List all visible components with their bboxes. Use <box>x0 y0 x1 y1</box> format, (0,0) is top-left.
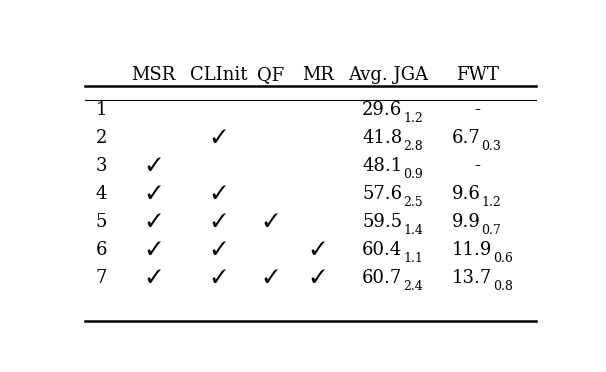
Text: 13.7: 13.7 <box>451 269 491 287</box>
Text: ✓: ✓ <box>146 186 161 203</box>
Text: 2.8: 2.8 <box>404 140 423 153</box>
Text: 3: 3 <box>96 157 107 175</box>
Text: 9.9: 9.9 <box>451 213 481 231</box>
Text: 2.5: 2.5 <box>404 196 423 209</box>
Text: Avg. JGA: Avg. JGA <box>348 66 428 84</box>
Text: 1.2: 1.2 <box>481 196 501 209</box>
Text: ✓: ✓ <box>146 242 161 259</box>
Text: MSR: MSR <box>131 66 175 84</box>
Text: 0.7: 0.7 <box>481 224 501 237</box>
Text: 1: 1 <box>96 101 107 119</box>
Text: 2.4: 2.4 <box>404 280 423 294</box>
Text: ✓: ✓ <box>146 214 161 231</box>
Text: ✓: ✓ <box>146 270 161 287</box>
Text: ✓: ✓ <box>263 214 278 231</box>
Text: 0.6: 0.6 <box>493 252 513 265</box>
Text: ✓: ✓ <box>146 158 161 175</box>
Text: 1.2: 1.2 <box>404 112 423 125</box>
Text: ✓: ✓ <box>211 270 227 287</box>
Text: ✓: ✓ <box>263 270 278 287</box>
Text: 0.3: 0.3 <box>481 140 501 153</box>
Text: 4: 4 <box>96 185 107 203</box>
Text: QF: QF <box>257 66 284 84</box>
Text: ✓: ✓ <box>211 130 227 147</box>
Text: 29.6: 29.6 <box>362 101 402 119</box>
Text: 0.8: 0.8 <box>493 280 513 294</box>
Text: 2: 2 <box>96 129 107 147</box>
Text: 57.6: 57.6 <box>362 185 402 203</box>
Text: ✓: ✓ <box>310 242 325 259</box>
Text: 59.5: 59.5 <box>362 213 402 231</box>
Text: 11.9: 11.9 <box>451 241 492 259</box>
Text: 1.4: 1.4 <box>404 224 423 237</box>
Text: 41.8: 41.8 <box>362 129 402 147</box>
Text: ✓: ✓ <box>211 186 227 203</box>
Text: 5: 5 <box>96 213 107 231</box>
Text: 0.9: 0.9 <box>404 168 423 181</box>
Text: MR: MR <box>302 66 333 84</box>
Text: 7: 7 <box>96 269 107 287</box>
Text: 1.1: 1.1 <box>404 252 424 265</box>
Text: -: - <box>474 101 481 119</box>
Text: 6.7: 6.7 <box>451 129 480 147</box>
Text: 60.7: 60.7 <box>362 269 402 287</box>
Text: CLInit: CLInit <box>190 66 248 84</box>
Text: 9.6: 9.6 <box>451 185 481 203</box>
Text: ✓: ✓ <box>310 270 325 287</box>
Text: ✓: ✓ <box>211 242 227 259</box>
Text: ✓: ✓ <box>211 214 227 231</box>
Text: 60.4: 60.4 <box>362 241 402 259</box>
Text: 48.1: 48.1 <box>362 157 402 175</box>
Text: -: - <box>474 157 481 175</box>
Text: FWT: FWT <box>456 66 499 84</box>
Text: 6: 6 <box>96 241 107 259</box>
